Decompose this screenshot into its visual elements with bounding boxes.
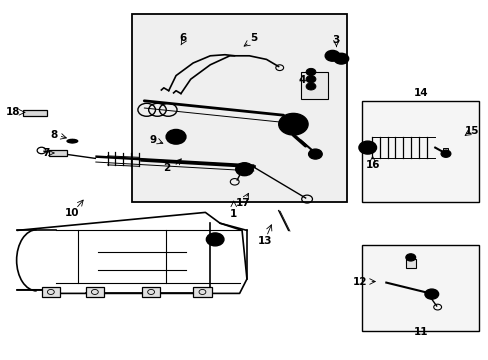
- Bar: [132, 14, 346, 202]
- Bar: [300, 72, 327, 99]
- Text: 14: 14: [413, 88, 428, 98]
- Text: 3: 3: [332, 35, 339, 45]
- Ellipse shape: [67, 139, 78, 143]
- Circle shape: [325, 50, 339, 61]
- Circle shape: [333, 53, 348, 64]
- Circle shape: [308, 149, 322, 159]
- Text: 18: 18: [6, 107, 20, 117]
- Text: 6: 6: [180, 33, 186, 43]
- Text: 12: 12: [352, 276, 367, 287]
- Text: 1: 1: [230, 209, 237, 219]
- Text: 11: 11: [413, 327, 428, 337]
- Bar: [142, 287, 160, 297]
- Bar: [41, 287, 60, 297]
- Bar: [361, 245, 478, 331]
- Circle shape: [278, 113, 307, 135]
- Circle shape: [305, 83, 315, 90]
- Text: 7: 7: [42, 148, 50, 158]
- Text: 8: 8: [50, 130, 58, 140]
- Circle shape: [166, 130, 185, 144]
- Bar: [405, 259, 415, 268]
- Circle shape: [170, 132, 182, 141]
- Bar: [85, 287, 104, 297]
- Bar: [49, 150, 67, 156]
- Text: 2: 2: [163, 163, 170, 173]
- Circle shape: [440, 150, 450, 157]
- Text: 16: 16: [365, 160, 379, 170]
- Bar: [442, 148, 447, 151]
- Bar: [23, 110, 47, 116]
- Circle shape: [305, 68, 315, 76]
- Circle shape: [405, 254, 415, 261]
- Circle shape: [235, 163, 253, 176]
- Bar: [361, 101, 478, 202]
- Text: 4: 4: [298, 75, 305, 85]
- Text: 5: 5: [250, 33, 257, 43]
- Circle shape: [284, 118, 302, 131]
- Bar: [193, 287, 211, 297]
- Circle shape: [358, 141, 376, 154]
- Circle shape: [305, 76, 315, 83]
- Text: 13: 13: [257, 236, 272, 246]
- Circle shape: [424, 289, 438, 299]
- Text: 15: 15: [464, 126, 478, 136]
- Text: 10: 10: [65, 208, 80, 218]
- Text: 9: 9: [149, 135, 156, 145]
- Text: 17: 17: [236, 198, 250, 208]
- Circle shape: [206, 233, 224, 246]
